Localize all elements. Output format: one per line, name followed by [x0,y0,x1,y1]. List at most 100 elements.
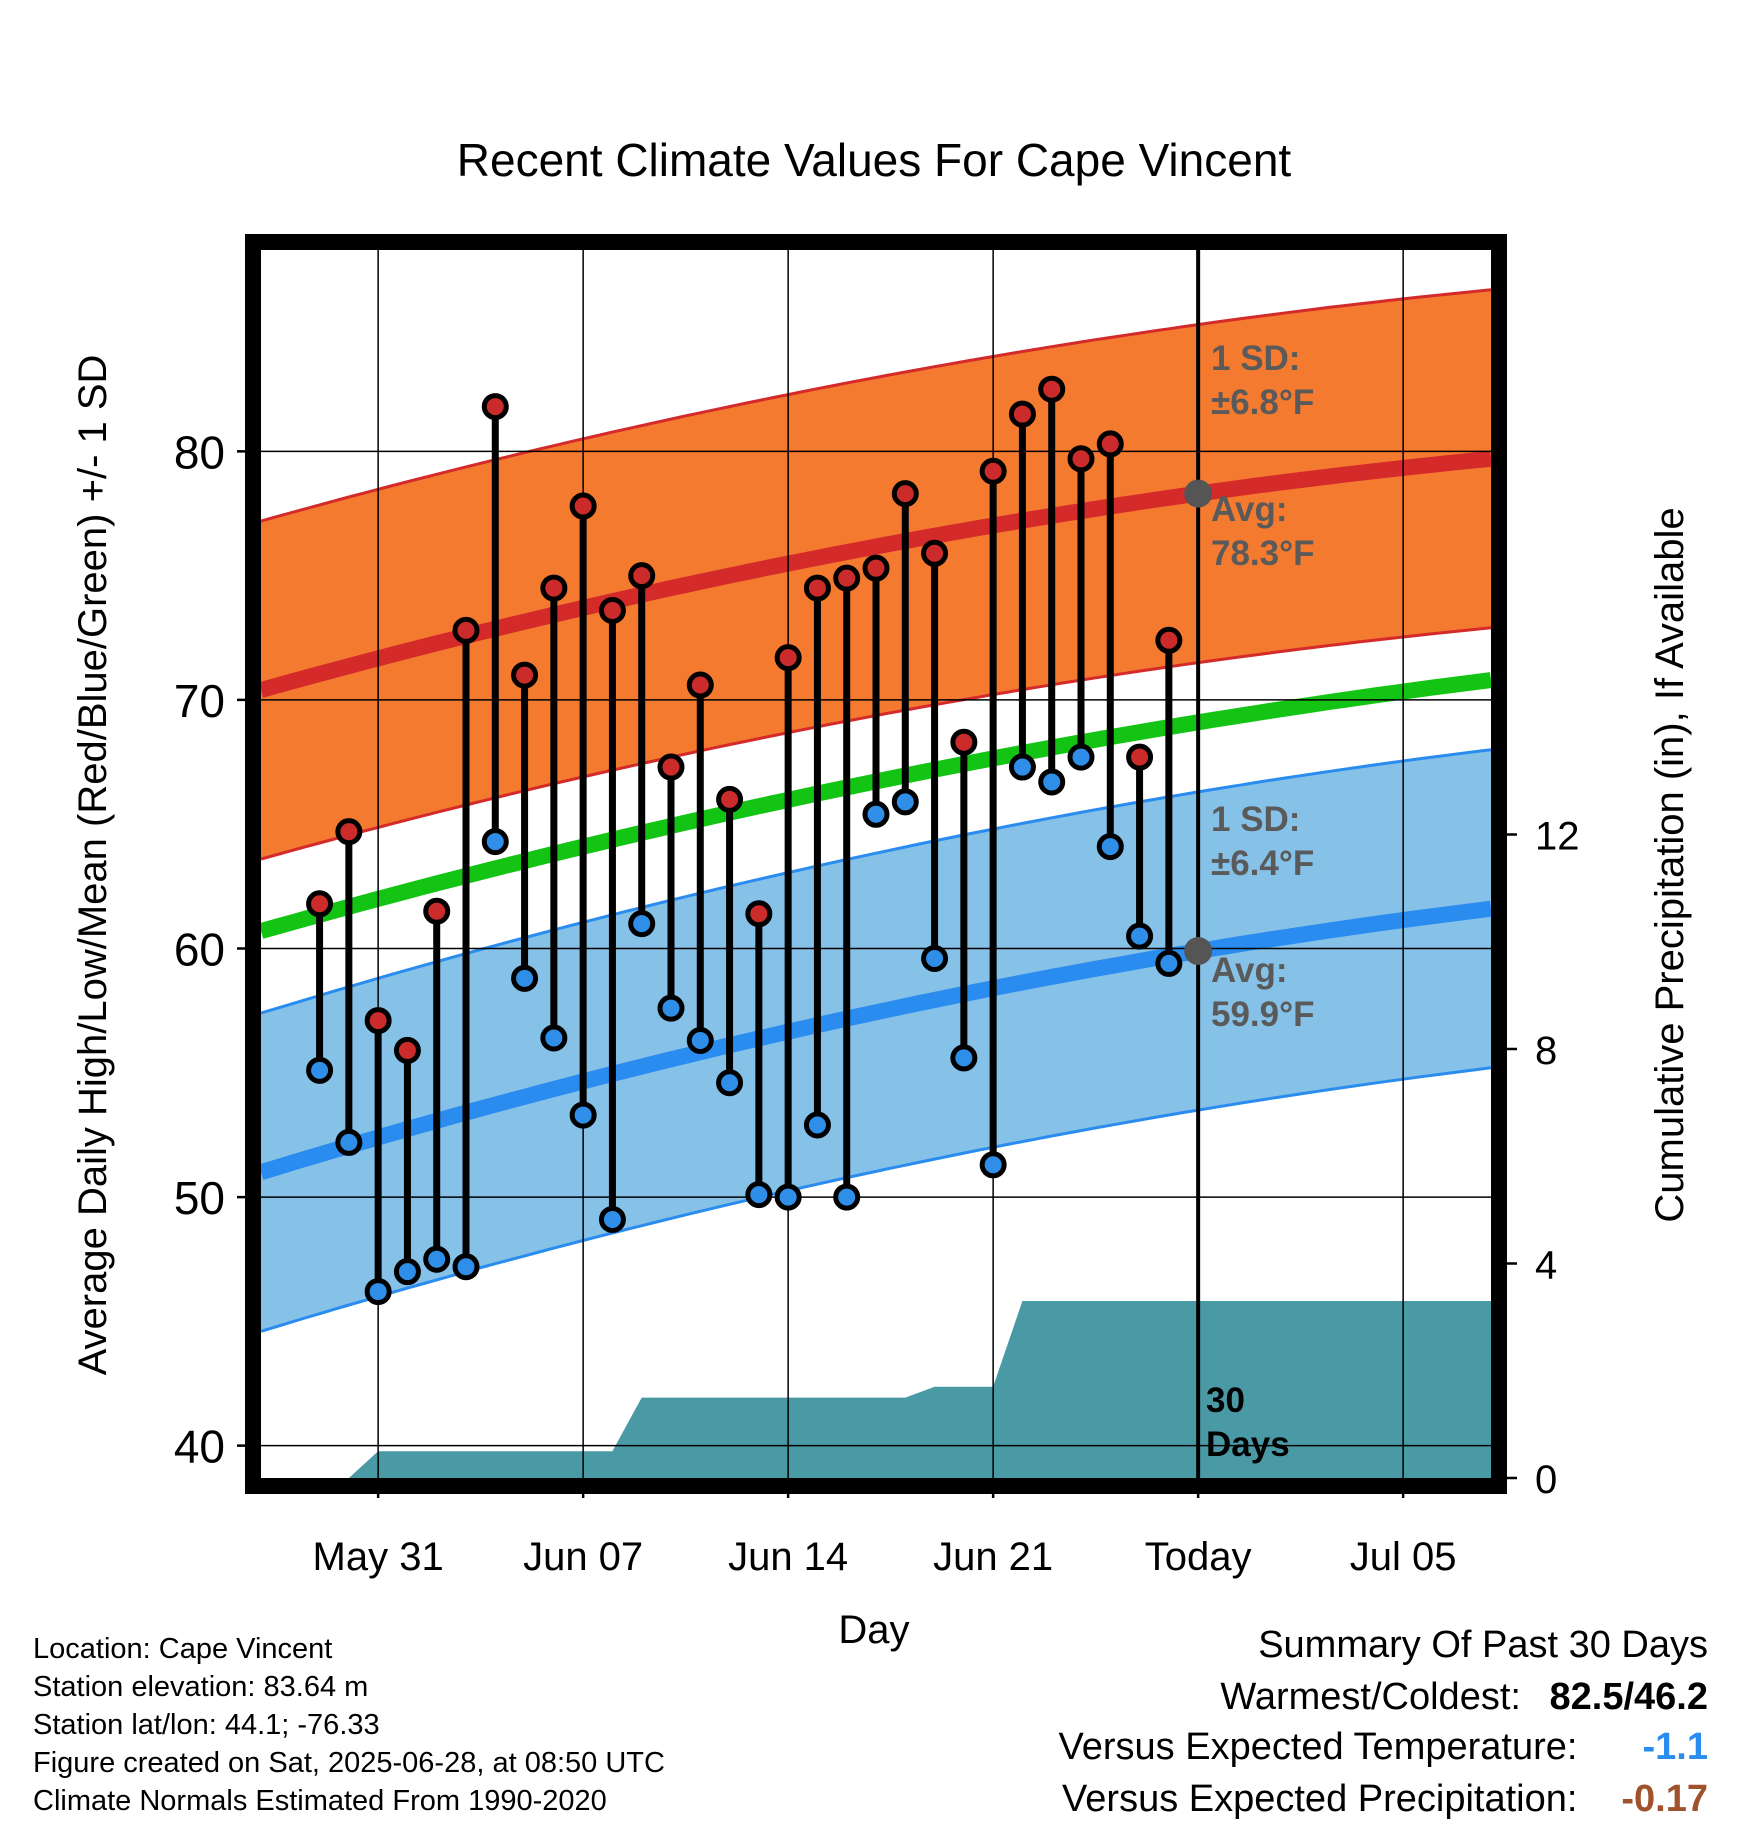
location-text: Location: Cape Vincent [33,1633,333,1665]
x-tick-label: May 31 [313,1535,444,1579]
high-sd-annotation: 1 SD: ±6.8°F [1211,339,1314,422]
y-axis-label: Average Daily High/Low/Mean (Red/Blue/Gr… [71,355,115,1376]
x-tick-label: Jul 05 [1350,1535,1457,1579]
y-tick-label: 50 [174,1172,225,1224]
daily-low-point [1126,922,1154,950]
daily-low-point [1008,753,1036,781]
today-high-avg-point [1184,479,1213,508]
daily-low-point [540,1024,568,1052]
y-tick-label: 40 [174,1421,225,1473]
daily-high-point [628,562,656,590]
daily-high-point [1067,445,1095,473]
daily-low-point [833,1183,861,1211]
daily-high-point [1008,400,1036,428]
daily-low-point [950,1044,978,1072]
daily-low-point [774,1183,802,1211]
daily-low-point [481,828,509,856]
daily-low-point [979,1151,1007,1179]
y-tick-label: 60 [174,924,225,976]
y2-tick-label: 4 [1535,1244,1557,1288]
daily-high-point [979,457,1007,485]
elevation-text: Station elevation: 83.64 m [33,1671,369,1703]
daily-low-point [1067,743,1095,771]
x-tick-label: Jun 14 [728,1535,848,1579]
daily-high-point [306,890,334,918]
latlon-text: Station lat/lon: 44.1; -76.33 [33,1709,380,1741]
daily-high-point [657,753,685,781]
station-info: Location: Cape Vincent Station elevation… [33,1630,665,1820]
daily-low-point [1038,768,1066,796]
x-tick-label: Today [1145,1535,1252,1579]
daily-low-point [862,800,890,828]
daily-high-point [803,574,831,602]
summary-temp: Versus Expected Temperature: -1.1 [1059,1726,1708,1769]
precip-area [261,1301,1491,1478]
summary-precip: Versus Expected Precipitation: -0.17 [1062,1778,1708,1821]
plot-frame [245,234,1507,1494]
daily-low-point [686,1026,714,1054]
y-tick-label: 70 [174,675,225,727]
daily-low-point [891,788,919,816]
daily-low-point [1155,949,1183,977]
daily-low-point [598,1205,626,1233]
today-low-avg-point [1184,937,1213,966]
daily-high-point [335,818,363,846]
daily-high-point [452,616,480,644]
daily-high-point [1038,375,1066,403]
temp-value: -1.1 [1642,1726,1708,1768]
daily-high-point [1096,430,1124,458]
warm-cold-label: Warmest/Coldest: [1220,1676,1521,1718]
daily-low-point [657,994,685,1022]
daily-high-point [511,661,539,689]
x-axis-label: Day [838,1608,909,1652]
daily-low-point [335,1128,363,1156]
days-annotation: 30 Days [1206,1381,1290,1464]
daily-high-point [393,1036,421,1064]
daily-high-point [569,492,597,520]
daily-low-point [569,1101,597,1129]
daily-high-point [423,897,451,925]
daily-high-point [1155,626,1183,654]
daily-low-point [716,1069,744,1097]
daily-high-point [540,574,568,602]
daily-high-point [950,728,978,756]
precip-value: -0.17 [1621,1778,1708,1820]
low-sd-annotation: 1 SD: ±6.4°F [1211,800,1314,883]
y2-tick-label: 8 [1535,1029,1557,1073]
daily-low-point [511,964,539,992]
daily-low-point [921,944,949,972]
x-tick-label: Jun 07 [523,1535,643,1579]
chart-title: Recent Climate Values For Cape Vincent [457,134,1292,186]
high-upper-edge [261,288,1491,523]
daily-high-point [891,480,919,508]
daily-low-point [423,1245,451,1273]
temp-label: Versus Expected Temperature: [1058,1726,1578,1768]
y2-axis-label: Cumulative Precipitation (in), If Availa… [1648,507,1692,1222]
daily-high-point [686,671,714,699]
daily-high-point [774,644,802,672]
precip-label: Versus Expected Precipitation: [1062,1778,1578,1820]
daily-low-point [364,1278,392,1306]
daily-high-point [745,900,773,928]
daily-low-point [393,1258,421,1286]
x-tick-label: Jun 21 [933,1535,1053,1579]
summary-title: Summary Of Past 30 Days [1258,1624,1708,1666]
daily-low-point [306,1056,334,1084]
daily-low-point [803,1111,831,1139]
y2-tick-label: 0 [1535,1458,1557,1502]
warm-cold-value: 82.5/46.2 [1549,1676,1708,1718]
daily-high-point [862,554,890,582]
daily-high-point [833,564,861,592]
daily-low-point [452,1253,480,1281]
created-text: Figure created on Sat, 2025-06-28, at 08… [33,1747,665,1779]
summary-warm-cold: Warmest/Coldest: 82.5/46.2 [1220,1676,1708,1719]
high-avg-annotation: Avg: 78.3°F [1211,490,1315,573]
daily-low-point [1096,833,1124,861]
daily-high-point [481,393,509,421]
daily-high-point [598,596,626,624]
daily-low-point [628,910,656,938]
low-sd-band [261,749,1491,1332]
daily-high-point [1126,743,1154,771]
y2-tick-label: 12 [1535,815,1580,859]
